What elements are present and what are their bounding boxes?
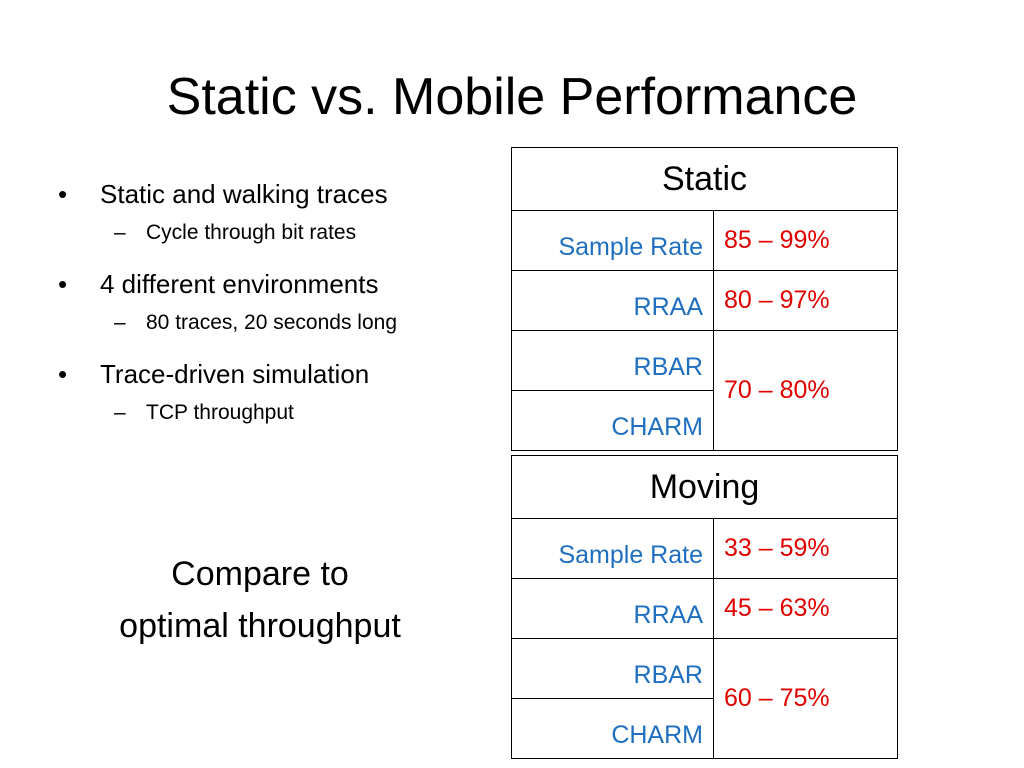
sub-bullet-item: – Cycle through bit rates [58,218,488,248]
sub-bullet-text: Cycle through bit rates [146,221,357,244]
sub-bullet-item: – TCP throughput [58,398,488,428]
table-row: RRAA 80 – 97% [511,270,899,331]
algorithm-cell: RBAR [511,330,714,391]
sub-bullet-item: – 80 traces, 20 seconds long [58,308,488,338]
table-row: RRAA 45 – 63% [511,578,899,639]
table-row: CHARM [511,390,898,451]
bullet-item: • Trace-driven simulation [58,356,488,392]
algorithm-cell: Sample Rate [511,210,714,271]
algorithm-cell: CHARM [511,390,714,451]
table-row: RBAR 60 – 75% [511,638,899,759]
bullet-marker: • [58,359,68,389]
table-row: Sample Rate 85 – 99% [511,210,899,271]
value-cell: 80 – 97% [712,270,899,331]
bullet-item: • Static and walking traces [58,176,488,212]
bullet-item: • 4 different environments [58,266,488,302]
slide-title: Static vs. Mobile Performance [166,68,858,126]
bullet-list: • Static and walking traces – Cycle thro… [58,176,488,428]
sub-bullet-marker: – [114,221,126,244]
bullet-marker: • [58,269,68,299]
moving-performance-table: Moving Sample Rate 33 – 59% RRAA 45 – 63… [510,455,899,759]
table-header: Moving [510,455,899,519]
static-performance-table: Static Sample Rate 85 – 99% RRAA 80 – 97… [510,147,899,451]
value-cell: 60 – 75% [712,638,899,759]
compare-caption: Compare to optimal throughput [60,548,460,652]
bullet-text: Static and walking traces [100,179,388,209]
bullet-text: Trace-driven simulation [100,359,370,389]
value-cell: 45 – 63% [712,578,899,639]
algorithm-cell: RBAR [511,638,714,699]
sub-bullet-marker: – [114,311,126,334]
sub-bullet-text: 80 traces, 20 seconds long [146,311,397,334]
sub-bullet-marker: – [114,401,126,424]
algorithm-cell: RRAA [511,270,714,331]
compare-line-1: Compare to [171,555,349,593]
table-header-row: Static [510,147,899,211]
value-cell: 85 – 99% [712,210,899,271]
compare-line-2: optimal throughput [119,607,401,645]
bullet-marker: • [58,179,68,209]
value-cell: 70 – 80% [712,330,899,451]
bullet-text: 4 different environments [100,269,379,299]
table-row: CHARM [511,698,898,759]
table-row: RBAR 70 – 80% [511,330,899,451]
table-header-row: Moving [510,455,899,519]
sub-bullet-text: TCP throughput [146,401,294,424]
algorithm-cell: CHARM [511,698,714,759]
algorithm-cell: RRAA [511,578,714,639]
algorithm-cell: Sample Rate [511,518,714,579]
table-header: Static [510,147,899,211]
value-cell: 33 – 59% [712,518,899,579]
table-row: Sample Rate 33 – 59% [511,518,899,579]
